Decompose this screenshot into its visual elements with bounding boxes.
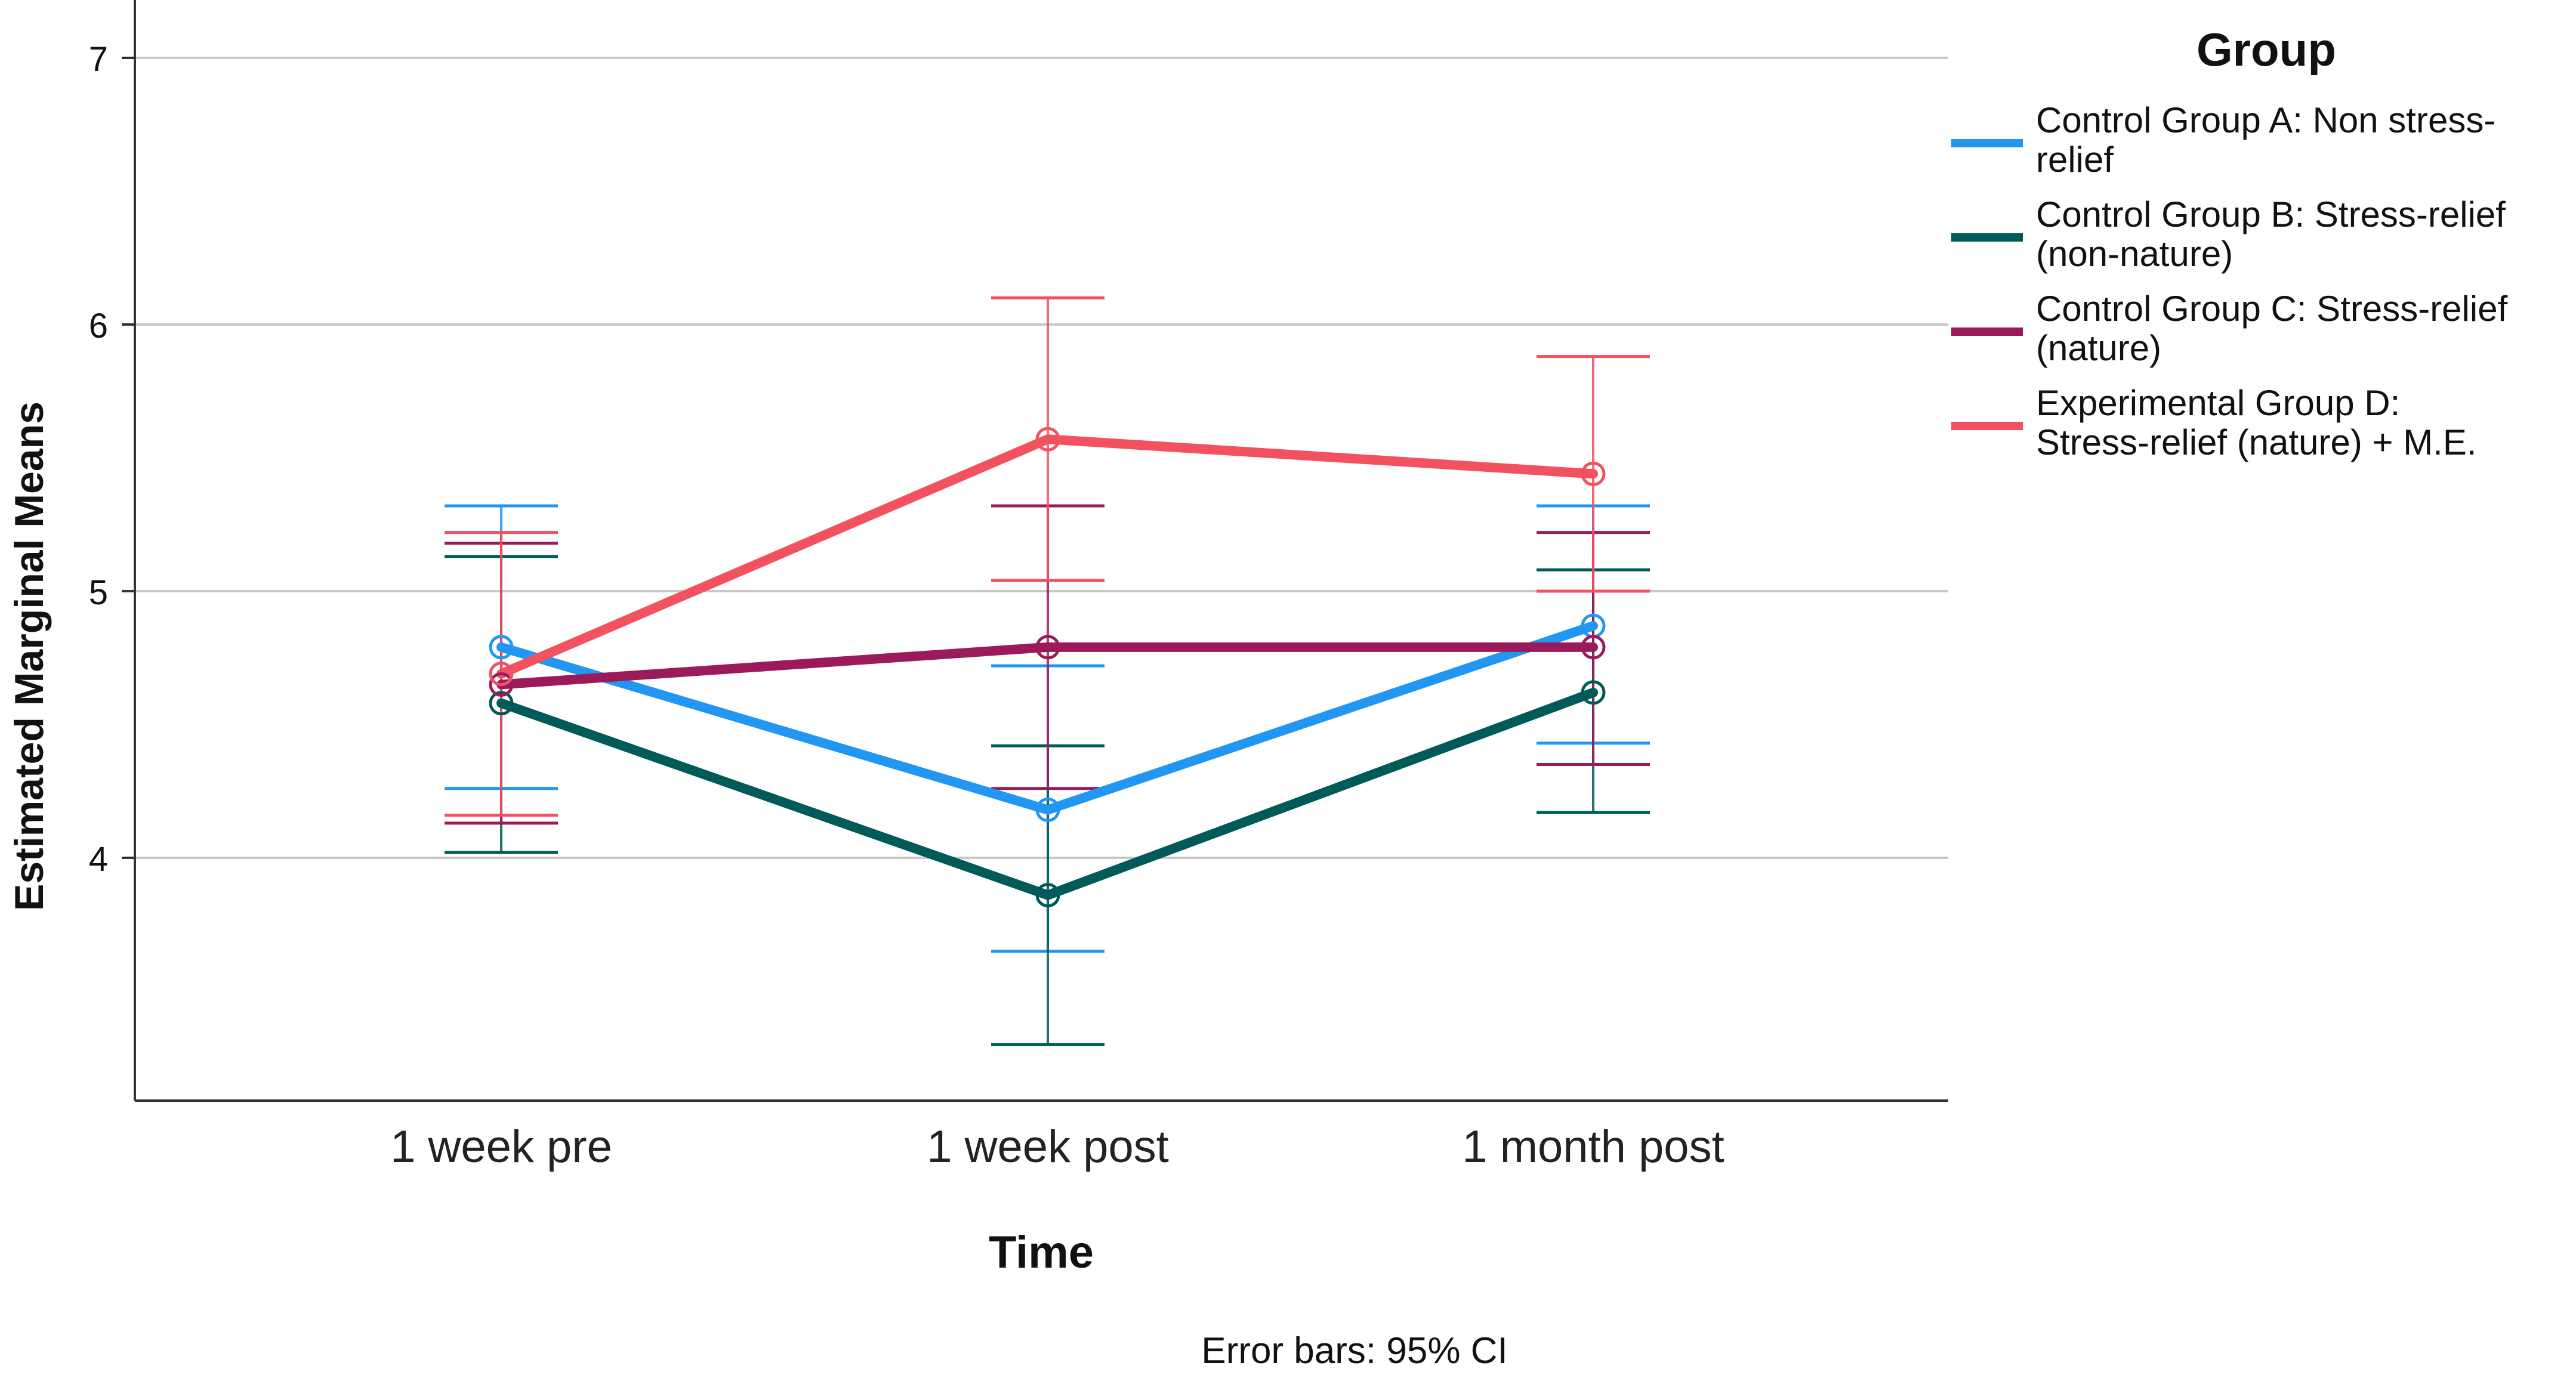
- y-tick-label: 5: [89, 573, 108, 612]
- data-point-marker: [1581, 461, 1606, 486]
- x-tick-label: 1 week pre: [390, 1121, 612, 1172]
- data-point-marker: [489, 672, 514, 697]
- legend-label: Experimental Group D:: [2036, 383, 2400, 423]
- legend-label: (non-nature): [2036, 234, 2233, 274]
- legend-label: Control Group A: Non stress-: [2036, 100, 2495, 140]
- data-point-marker: [489, 635, 514, 660]
- legend-label: relief: [2036, 140, 2114, 180]
- legend-title: Group: [2196, 23, 2336, 76]
- data-point-marker: [1035, 798, 1060, 823]
- series-line-4: [496, 434, 1598, 679]
- axes: [134, 0, 1948, 1102]
- y-tick-label: 7: [89, 40, 108, 79]
- series-line-2: [496, 687, 1598, 900]
- legend-label: Control Group B: Stress-relief: [2036, 194, 2506, 234]
- y-tick-label: 4: [89, 840, 108, 879]
- series-line-3: [496, 642, 1598, 690]
- legend-items: Control Group A: Non stress-relief Contro…: [1951, 100, 2508, 462]
- legend-label: Stress-relief (nature) + M.E.: [2036, 422, 2477, 462]
- series-markers: [489, 427, 1606, 908]
- legend-label: (nature): [2036, 328, 2161, 368]
- data-point-marker: [489, 691, 514, 716]
- data-point-marker: [1035, 427, 1060, 452]
- data-point-marker: [1035, 883, 1060, 908]
- gridlines: [135, 57, 1948, 859]
- series-line-1: [496, 621, 1598, 815]
- data-point-marker: [1035, 635, 1060, 660]
- x-axis-label: Time: [989, 1227, 1094, 1278]
- legend-label: Control Group C: Stress-relief: [2036, 289, 2508, 329]
- data-point-marker: [489, 662, 514, 687]
- footnote: Error bars: 95% CI: [1201, 1330, 1507, 1371]
- legend: Group Control Group A: Non stress-relief…: [1951, 23, 2508, 462]
- x-tick-label: 1 week post: [927, 1121, 1169, 1172]
- x-tick-label: 1 month post: [1462, 1121, 1724, 1172]
- data-point-marker: [1581, 680, 1606, 705]
- y-tick-label: 6: [89, 307, 108, 345]
- axis-ticks: 4 5 6 7 1 week pre 1 week post 1 month post: [89, 40, 1724, 1172]
- series-lines: [496, 434, 1598, 900]
- y-axis-label: Estimated Marginal Means: [7, 401, 52, 911]
- data-point-marker: [1581, 635, 1606, 660]
